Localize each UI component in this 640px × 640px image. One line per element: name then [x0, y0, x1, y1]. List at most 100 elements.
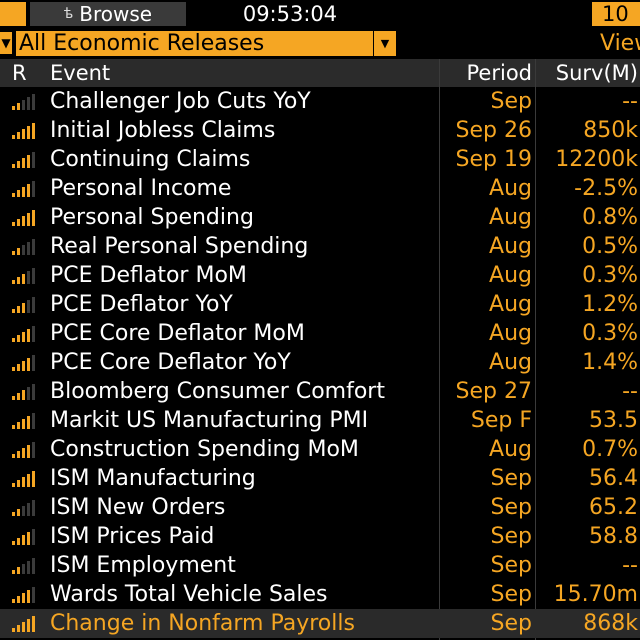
menu-tab[interactable]	[0, 2, 26, 26]
table-row[interactable]: Wards Total Vehicle Sales Sep 15.70m	[0, 580, 640, 609]
column-header-event[interactable]: Event	[50, 61, 111, 85]
event-name[interactable]: Challenger Job Cuts YoY	[50, 89, 311, 114]
relevance-bar	[27, 213, 30, 226]
release-filter-value: All Economic Releases	[19, 31, 265, 56]
table-row[interactable]: Personal Income Aug -2.5%	[0, 174, 640, 203]
event-period: Aug	[489, 350, 532, 375]
release-filter-dropdown[interactable]: All Economic Releases ▼	[16, 31, 396, 56]
table-row[interactable]: Continuing Claims Sep 19 12200k	[0, 145, 640, 174]
survey-value: 0.5%	[582, 234, 638, 259]
column-header-period[interactable]: Period	[466, 61, 532, 85]
view-button[interactable]: View	[600, 31, 640, 56]
table-row[interactable]: Markit US Manufacturing PMI Sep F 53.5	[0, 406, 640, 435]
relevance-bar	[22, 100, 25, 110]
chevron-down-icon[interactable]: ▼	[373, 31, 396, 56]
event-period: Aug	[489, 292, 532, 317]
table-row[interactable]: PCE Core Deflator MoM Aug 0.3%	[0, 319, 640, 348]
relevance-bar	[17, 422, 20, 429]
survey-value: 0.3%	[582, 321, 638, 346]
event-name[interactable]: Personal Spending	[50, 205, 254, 230]
relevance-bar	[17, 248, 20, 255]
survey-value: 0.7%	[582, 437, 638, 462]
relevance-bar	[17, 161, 20, 168]
survey-value: -2.5%	[574, 176, 638, 201]
relevance-bar	[17, 190, 20, 197]
clock: 09:53:04	[242, 2, 338, 26]
table-row[interactable]: ISM New Orders Sep 65.2	[0, 493, 640, 522]
event-name[interactable]: ISM Manufacturing	[50, 466, 256, 491]
relevance-bar	[27, 300, 30, 313]
event-period: Aug	[489, 234, 532, 259]
relevance-bar	[22, 245, 25, 255]
relevance-bar	[27, 387, 30, 400]
table-row[interactable]: Challenger Job Cuts YoY Sep --	[0, 87, 640, 116]
relevance-bar	[27, 358, 30, 371]
relevance-bar	[32, 413, 35, 429]
events-table: Challenger Job Cuts YoY Sep -- Initial Jobl…	[0, 87, 640, 638]
event-period: Sep	[490, 524, 532, 549]
table-row[interactable]: Change in Nonfarm Payrolls Sep 868k	[0, 609, 640, 638]
event-name[interactable]: Construction Spending MoM	[50, 437, 359, 462]
table-row[interactable]: ISM Employment Sep --	[0, 551, 640, 580]
relevance-bar	[12, 541, 15, 545]
relevance-bar	[17, 277, 20, 284]
event-name[interactable]: Change in Nonfarm Payrolls	[50, 611, 355, 636]
column-header-relevance[interactable]: R	[12, 61, 27, 85]
event-name[interactable]: Bloomberg Consumer Comfort	[50, 379, 385, 404]
table-row[interactable]: PCE Deflator MoM Aug 0.3%	[0, 261, 640, 290]
survey-value: 65.2	[589, 495, 638, 520]
relevance-bar	[27, 503, 30, 516]
event-name[interactable]: ISM Employment	[50, 553, 236, 578]
relevance-bar	[12, 396, 15, 400]
event-name[interactable]: ISM Prices Paid	[50, 524, 215, 549]
relevance-bar	[32, 471, 35, 487]
relevance-bar	[32, 239, 35, 255]
relevance-bar	[27, 184, 30, 197]
event-period: Sep	[490, 495, 532, 520]
table-row[interactable]: PCE Deflator YoY Aug 1.2%	[0, 290, 640, 319]
relevance-bars-icon	[12, 210, 36, 226]
table-row[interactable]: ISM Prices Paid Sep 58.8	[0, 522, 640, 551]
table-row[interactable]: Initial Jobless Claims Sep 26 850k	[0, 116, 640, 145]
survey-value: 0.3%	[582, 263, 638, 288]
relevance-bars-icon	[12, 239, 36, 255]
relevance-bars-icon	[12, 587, 36, 603]
relevance-bar	[22, 361, 25, 371]
table-row[interactable]: ISM Manufacturing Sep 56.4	[0, 464, 640, 493]
relevance-bars-icon	[12, 297, 36, 313]
browse-button[interactable]: ѣ Browse	[30, 2, 186, 26]
relevance-bars-icon	[12, 442, 36, 458]
relevance-bar	[32, 355, 35, 371]
event-name[interactable]: ISM New Orders	[50, 495, 226, 520]
event-name[interactable]: Markit US Manufacturing PMI	[50, 408, 369, 433]
relevance-bar	[27, 155, 30, 168]
table-row[interactable]: Construction Spending MoM Aug 0.7%	[0, 435, 640, 464]
event-name[interactable]: Wards Total Vehicle Sales	[50, 582, 328, 607]
table-row[interactable]: Personal Spending Aug 0.8%	[0, 203, 640, 232]
relevance-bars-icon	[12, 94, 36, 110]
survey-value: --	[622, 553, 638, 578]
page-indicator[interactable]: 10	[592, 2, 640, 26]
relevance-bar	[17, 538, 20, 545]
caret-down-icon[interactable]: ▼	[0, 32, 12, 54]
event-name[interactable]: PCE Deflator YoY	[50, 292, 233, 317]
event-period: Sep 27	[455, 379, 532, 404]
relevance-bar	[32, 210, 35, 226]
relevance-bars-icon	[12, 268, 36, 284]
event-name[interactable]: PCE Core Deflator MoM	[50, 321, 305, 346]
table-row[interactable]: PCE Core Deflator YoY Aug 1.4%	[0, 348, 640, 377]
event-name[interactable]: Real Personal Spending	[50, 234, 309, 259]
event-name[interactable]: Initial Jobless Claims	[50, 118, 276, 143]
table-row[interactable]: Real Personal Spending Aug 0.5%	[0, 232, 640, 261]
survey-value: 1.2%	[582, 292, 638, 317]
relevance-bar	[22, 593, 25, 603]
event-name[interactable]: Continuing Claims	[50, 147, 251, 172]
relevance-bar	[17, 103, 20, 110]
event-name[interactable]: PCE Deflator MoM	[50, 263, 247, 288]
relevance-bar	[27, 590, 30, 603]
table-row[interactable]: Bloomberg Consumer Comfort Sep 27 --	[0, 377, 640, 406]
column-header-survey[interactable]: Surv(M)	[555, 61, 638, 85]
column-divider	[535, 59, 536, 640]
event-name[interactable]: Personal Income	[50, 176, 232, 201]
event-name[interactable]: PCE Core Deflator YoY	[50, 350, 291, 375]
